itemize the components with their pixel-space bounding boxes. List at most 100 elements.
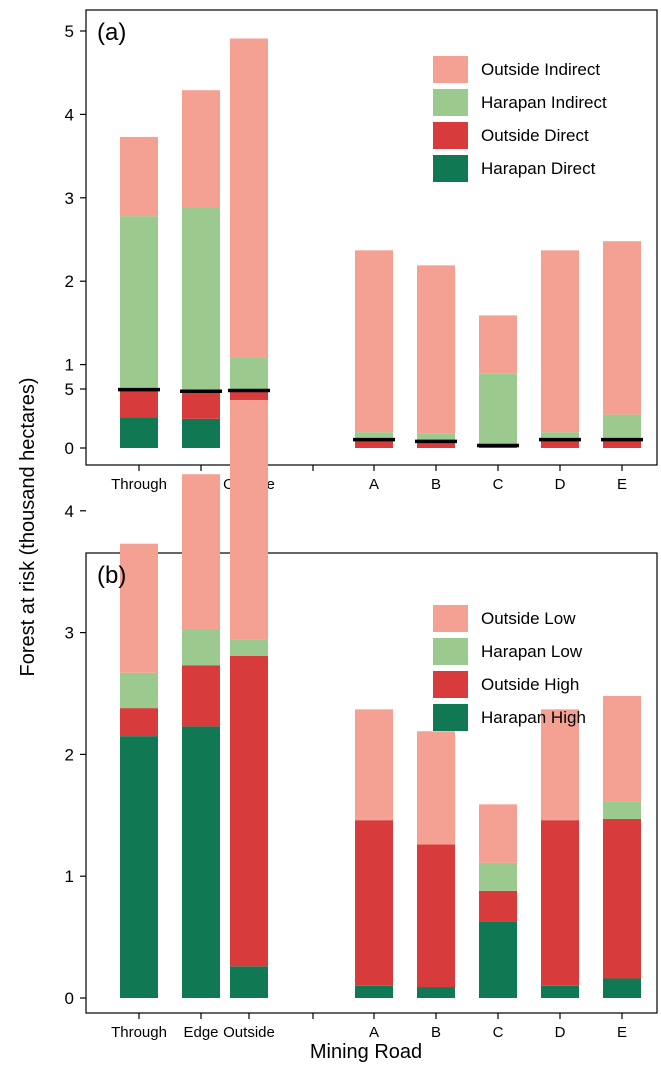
y-tick-label: 3: [65, 624, 74, 643]
x-tick-label: A: [369, 1024, 379, 1041]
x-tick-label: B: [431, 1024, 441, 1041]
panel-label: (b): [97, 562, 126, 589]
y-tick-label: 2: [65, 745, 74, 764]
y-tick-label: 2: [65, 272, 74, 291]
bar-segment: [479, 890, 517, 922]
bar-segment: [479, 921, 517, 998]
legend-swatch: [433, 155, 468, 182]
bar-segment: [230, 655, 268, 967]
bar-segment: [355, 439, 393, 448]
bar-segment: [479, 804, 517, 863]
bar-segment: [603, 978, 641, 998]
bar-segment: [541, 709, 579, 821]
bar-segment: [230, 639, 268, 656]
y-tick-label: 3: [65, 189, 74, 208]
bar-segment: [603, 439, 641, 448]
bar-segment: [417, 844, 455, 988]
bar-segment: [182, 206, 220, 392]
bar-segment: [182, 418, 220, 448]
x-tick-label: D: [555, 476, 566, 493]
legend-label: Outside Direct: [481, 126, 589, 145]
y-tick-label: 5: [65, 380, 74, 399]
x-axis-label: Mining Road: [310, 1041, 422, 1063]
y-tick-label: 0: [65, 439, 74, 458]
bar-segment: [541, 432, 579, 440]
bar-segment: [479, 862, 517, 891]
bar-segment: [355, 985, 393, 998]
bar-segment: [182, 474, 220, 629]
x-tick-label: Through: [111, 1024, 167, 1041]
bar-segment: [541, 250, 579, 433]
plot-frame: [85, 552, 658, 1014]
bar-segment: [355, 820, 393, 986]
bar-segment: [120, 708, 158, 737]
x-tick-label: B: [431, 476, 441, 493]
y-tick-label: 1: [65, 867, 74, 886]
y-tick-label: 0: [65, 989, 74, 1008]
legend-swatch: [433, 56, 468, 83]
legend-label: Outside Low: [481, 609, 576, 628]
bar-segment: [479, 315, 517, 374]
x-tick-label: E: [617, 1024, 627, 1041]
bar-segment: [541, 439, 579, 448]
y-tick-label: 4: [65, 105, 74, 124]
bar-segment: [355, 432, 393, 440]
bar-segment: [355, 250, 393, 433]
bar-segment: [417, 731, 455, 845]
bar-segment: [417, 987, 455, 998]
bar-segment: [417, 265, 455, 434]
y-tick-label: 1: [65, 356, 74, 375]
panel-a: 012345ThroughEdgeOutsideABCDE(a)Outside …: [65, 9, 658, 493]
legend-label: Outside High: [481, 675, 579, 694]
legend-swatch: [433, 638, 468, 665]
bar-segment: [182, 391, 220, 419]
legend-swatch: [433, 704, 468, 731]
bar-segment: [355, 709, 393, 821]
bar-segment: [120, 417, 158, 448]
bar-segment: [603, 241, 641, 415]
bar-segment: [541, 985, 579, 998]
x-tick-label: C: [493, 476, 504, 493]
legend-label: Harapan Direct: [481, 159, 596, 178]
bar-segment: [120, 736, 158, 998]
x-tick-label: Edge: [183, 1024, 218, 1041]
legend-label: Harapan Low: [481, 642, 583, 661]
bar-segment: [603, 695, 641, 802]
bar-segment: [603, 414, 641, 440]
x-tick-label: Through: [111, 476, 167, 493]
bar-segment: [182, 726, 220, 998]
y-tick-label: 5: [65, 22, 74, 41]
bar-segment: [230, 357, 268, 391]
bar-segment: [479, 373, 517, 446]
bar-segment: [417, 433, 455, 442]
legend-label: Harapan Indirect: [481, 93, 607, 112]
x-tick-label: Outside: [223, 1024, 275, 1041]
legend-label: Outside Indirect: [481, 60, 600, 79]
bar-segment: [182, 90, 220, 207]
bar-segment: [603, 818, 641, 979]
bar-segment: [120, 543, 158, 673]
panel-label: (a): [97, 19, 126, 46]
bar-segment: [120, 216, 158, 390]
legend-label: Harapan High: [481, 708, 586, 727]
bar-segment: [541, 820, 579, 986]
bar-segment: [230, 966, 268, 998]
x-tick-label: C: [493, 1024, 504, 1041]
legend-swatch: [433, 122, 468, 149]
x-tick-label: E: [617, 476, 627, 493]
bar-segment: [417, 441, 455, 448]
bar-segment: [230, 38, 268, 358]
legend-swatch: [433, 89, 468, 116]
plot-frame: [85, 9, 658, 466]
bar-segment: [230, 399, 268, 640]
bar-segment: [603, 801, 641, 819]
y-axis-label: Forest at risk (thousand hectares): [17, 377, 39, 676]
x-tick-label: D: [555, 1024, 566, 1041]
bar-segment: [120, 136, 158, 217]
bar-segment: [182, 628, 220, 666]
legend-swatch: [433, 605, 468, 632]
x-tick-label: A: [369, 476, 379, 493]
y-tick-label: 4: [65, 502, 74, 521]
bar-segment: [182, 665, 220, 727]
